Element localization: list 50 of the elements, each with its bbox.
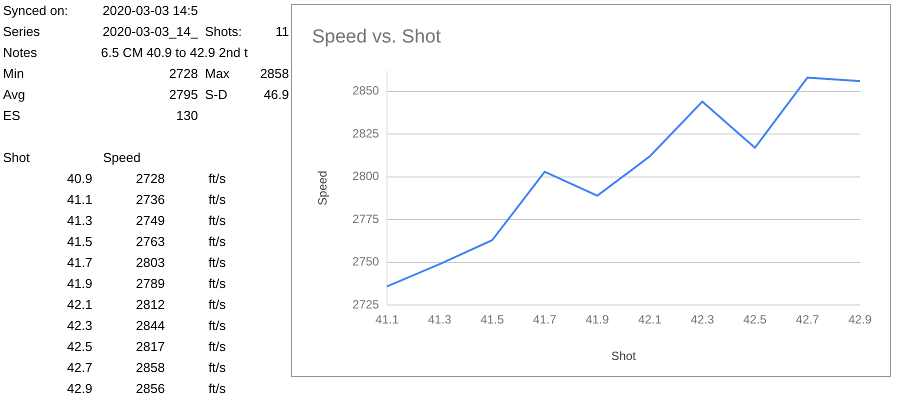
text: 6.5 CM 40.9 to 42.9 2nd t: [101, 44, 249, 62]
text: Avg: [3, 86, 26, 104]
text: 46.9: [262, 86, 289, 104]
x-tick-label: 41.7: [533, 312, 557, 327]
text: Synced on:: [3, 2, 70, 20]
text: 2728: [168, 65, 198, 83]
text: 2858: [259, 65, 289, 83]
x-tick-label: 41.9: [586, 312, 610, 327]
text: Shots:: [205, 23, 243, 41]
x-tick-label: 41.5: [480, 312, 504, 327]
y-tick-label: 2725: [352, 298, 380, 312]
y-axis-title: Speed: [316, 170, 330, 206]
text: 42.3 2844 ft/s: [67, 317, 227, 335]
text: 2020-03-03_14_: [102, 23, 198, 41]
x-tick-label: 42.3: [690, 312, 714, 327]
text: 2795: [168, 86, 198, 104]
x-tick-label: 42.9: [848, 312, 872, 327]
chart-title: Speed vs. Shot: [312, 26, 442, 48]
text: Speed: [103, 149, 142, 167]
text: ES: [3, 107, 22, 125]
y-tick-label: 2750: [352, 254, 380, 269]
text: 11: [274, 23, 289, 41]
text: 42.9 2856 ft/s: [67, 380, 227, 398]
text: Max: [205, 65, 231, 83]
text: Shot: [3, 149, 31, 167]
text: Min: [3, 65, 25, 83]
text: 41.3 2749 ft/s: [67, 212, 227, 230]
text: Series: [3, 23, 41, 41]
x-tick-label: 41.1: [375, 312, 400, 327]
y-tick-label: 2775: [352, 212, 380, 226]
text: 42.1 2812 ft/s: [67, 296, 227, 314]
text: 41.9 2789 ft/s: [67, 275, 227, 293]
x-axis-title: Shot: [611, 349, 637, 364]
y-tick-label: 2850: [352, 84, 380, 98]
text: 42.7 2858 ft/s: [67, 359, 227, 377]
x-tick-label: 42.7: [796, 312, 820, 327]
text: 41.7 2803 ft/s: [67, 254, 227, 272]
x-tick-label: 42.5: [743, 312, 767, 327]
x-tick-label: 41.3: [428, 312, 452, 327]
x-tick-label: 42.1: [638, 312, 662, 327]
text: 41.1 2736 ft/s: [67, 191, 227, 209]
y-tick-label: 2800: [352, 169, 380, 184]
text: 40.9 2728 ft/s: [67, 170, 227, 188]
text: 130: [175, 107, 198, 125]
text: Notes: [3, 44, 38, 62]
text: 41.5 2763 ft/s: [67, 233, 227, 251]
y-tick-label: 2825: [352, 126, 380, 140]
text: 42.5 2817 ft/s: [67, 338, 227, 356]
text: 2020-03-03 14:5: [102, 2, 198, 20]
text: S-D: [205, 86, 228, 104]
